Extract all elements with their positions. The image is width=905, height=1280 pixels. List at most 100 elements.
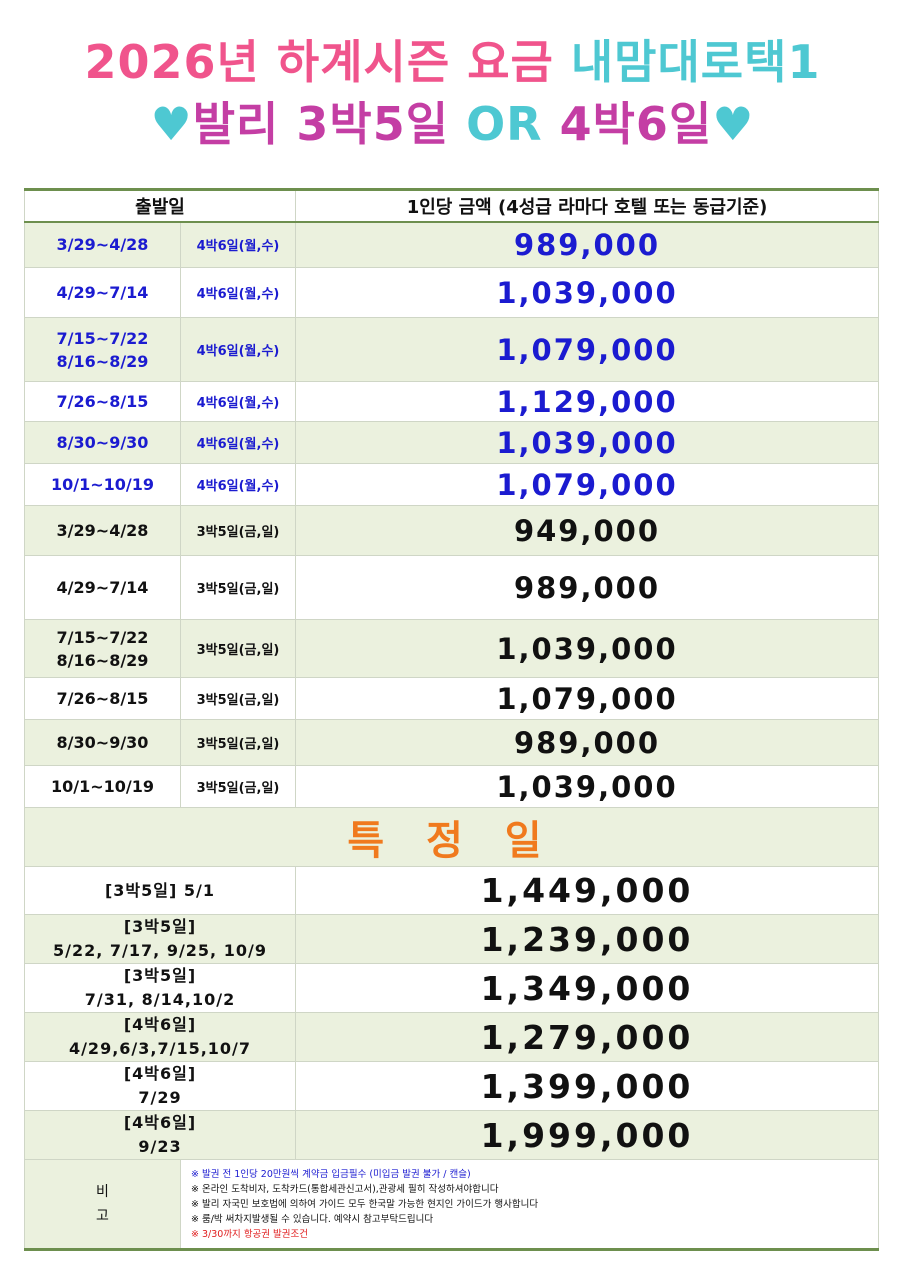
trip-duration: 4박6일(월,수) [180, 267, 296, 318]
trip-duration: 3박5일(금,일) [180, 555, 296, 620]
heart-icon-right: ♥ [712, 97, 755, 151]
departure-dates: 7/26~8/15 [24, 381, 181, 422]
special-date-line: 9/23 [138, 1137, 182, 1156]
trip-duration: 4박6일(월,수) [180, 421, 296, 464]
table-row: 7/26~8/15 3박5일(금,일) 1,079,000 [24, 677, 879, 720]
header-departure: 출발일 [24, 189, 296, 223]
special-date-line: [4박6일] [123, 1015, 197, 1034]
remark-item: ※ 3/30까지 항공권 발권조건 [191, 1228, 309, 1240]
special-row: [4박6일] 4/29,6/3,7/15,10/7 1,279,000 [24, 1012, 879, 1062]
departure-date: 3/29~4/28 [56, 235, 149, 255]
remark-item: ※ 발권 전 1인당 20만원씩 계약금 입금필수 (미입금 발권 불가 / 캔… [191, 1168, 471, 1180]
departure-date: 8/30~9/30 [56, 433, 149, 452]
price-per-person: 1,039,000 [295, 421, 879, 464]
departure-date: 10/1~10/19 [50, 475, 155, 494]
special-date-line: [3박5일] 5/1 [104, 880, 215, 900]
trip-duration: 3박5일(금,일) [180, 765, 296, 808]
table-row: 7/15~7/22 8/16~8/29 4박6일(월,수) 1,079,000 [24, 317, 879, 382]
departure-dates: 3/29~4/28 [24, 505, 181, 556]
price-per-person: 1,079,000 [295, 677, 879, 720]
remarks-label-2: 고 [96, 1208, 109, 1224]
trip-duration: 3박5일(금,일) [180, 677, 296, 720]
title-or: OR [466, 97, 543, 151]
departure-date: 4/29~7/14 [56, 283, 149, 302]
remark-item: ※ 룸/박 써차지발생될 수 있습니다. 예약시 참고부탁드립니다 [191, 1213, 434, 1225]
departure-date: 8/16~8/29 [56, 650, 149, 670]
special-price: 1,999,000 [295, 1110, 879, 1160]
price-per-person: 1,039,000 [295, 267, 879, 318]
remark-item: ※ 온라인 도착비자, 도착카드(통합세관신고서),관광세 필히 작성하셔야합니… [191, 1183, 499, 1195]
special-date-line: [3박5일] [123, 966, 197, 985]
departure-dates: 7/26~8/15 [24, 677, 181, 720]
title-option-b: 4박6일 [559, 97, 713, 151]
title-bali: 발리 [192, 97, 280, 151]
special-row: [4박6일] 7/29 1,399,000 [24, 1061, 879, 1111]
title-brand: 내맘대로택1 [570, 35, 821, 89]
departure-dates: 10/1~10/19 [24, 463, 181, 506]
special-dates: [4박6일] 7/29 [24, 1061, 296, 1111]
header-price: 1인당 금액 (4성급 라마다 호텔 또는 동급기준) [295, 189, 879, 223]
departure-date: 8/16~8/29 [56, 351, 149, 371]
trip-duration: 4박6일(월,수) [180, 463, 296, 506]
special-date-line: 7/29 [138, 1088, 182, 1107]
price-per-person: 989,000 [295, 221, 879, 268]
special-heading: 특 정 일 [24, 807, 879, 867]
trip-duration: 3박5일(금,일) [180, 505, 296, 556]
heart-icon-left: ♥ [150, 97, 193, 151]
special-section: 특 정 일 [24, 807, 879, 867]
title-season: 2026년 하계시즌 요금 [84, 35, 554, 89]
title-line-2: ♥발리 3박5일 OR 4박6일♥ [0, 96, 905, 152]
special-row: [3박5일] 7/31, 8/14,10/2 1,349,000 [24, 963, 879, 1013]
special-price: 1,239,000 [295, 914, 879, 964]
remark-item: ※ 발리 자국민 보호법에 의하여 가이드 모두 한국말 가능한 현지인 가이드… [191, 1198, 539, 1210]
trip-duration: 4박6일(월,수) [180, 317, 296, 382]
departure-dates: 4/29~7/14 [24, 555, 181, 620]
departure-dates: 8/30~9/30 [24, 421, 181, 464]
special-date-line: [3박5일] [123, 917, 197, 936]
table-row: 8/30~9/30 4박6일(월,수) 1,039,000 [24, 421, 879, 464]
price-per-person: 1,079,000 [295, 463, 879, 506]
special-dates: [4박6일] 4/29,6/3,7/15,10/7 [24, 1012, 296, 1062]
trip-duration: 3박5일(금,일) [180, 619, 296, 678]
special-dates: [4박6일] 9/23 [24, 1110, 296, 1160]
table-header-row: 출발일 1인당 금액 (4성급 라마다 호텔 또는 동급기준) [24, 189, 879, 223]
title-line-1: 2026년 하계시즌 요금 내맘대로택1 [0, 34, 905, 90]
price-per-person: 949,000 [295, 505, 879, 556]
table-row: 4/29~7/14 3박5일(금,일) 989,000 [24, 555, 879, 620]
price-per-person: 1,129,000 [295, 381, 879, 422]
table-row: 10/1~10/19 4박6일(월,수) 1,079,000 [24, 463, 879, 506]
price-per-person: 1,039,000 [295, 619, 879, 678]
trip-duration: 4박6일(월,수) [180, 221, 296, 268]
table-row: 7/15~7/22 8/16~8/29 3박5일(금,일) 1,039,000 [24, 619, 879, 678]
departure-dates: 8/30~9/30 [24, 719, 181, 766]
special-price: 1,399,000 [295, 1061, 879, 1111]
table-row: 4/29~7/14 4박6일(월,수) 1,039,000 [24, 267, 879, 318]
table-row: 3/29~4/28 4박6일(월,수) 989,000 [24, 221, 879, 268]
special-date-line: 4/29,6/3,7/15,10/7 [68, 1039, 252, 1058]
trip-duration: 3박5일(금,일) [180, 719, 296, 766]
special-row: [3박5일] 5/22, 7/17, 9/25, 10/9 1,239,000 [24, 914, 879, 964]
price-table: 출발일 1인당 금액 (4성급 라마다 호텔 또는 동급기준) 3/29~4/2… [24, 188, 879, 1251]
departure-date: 8/30~9/30 [56, 733, 149, 752]
special-price: 1,279,000 [295, 1012, 879, 1062]
special-date-line: 7/31, 8/14,10/2 [84, 990, 236, 1009]
special-dates: [3박5일] 5/22, 7/17, 9/25, 10/9 [24, 914, 296, 964]
departure-date: 3/29~4/28 [56, 521, 149, 540]
departure-dates: 7/15~7/22 8/16~8/29 [24, 317, 181, 382]
remarks-label-1: 비 [96, 1184, 109, 1200]
remarks-label: 비 고 [24, 1159, 181, 1250]
remarks-section: 비 고 ※ 발권 전 1인당 20만원씩 계약금 입금필수 (미입금 발권 불가… [24, 1159, 879, 1250]
price-per-person: 989,000 [295, 555, 879, 620]
departure-date: 7/15~7/22 [56, 328, 149, 348]
special-row: [3박5일] 5/1 1,449,000 [24, 866, 879, 915]
table-row: 3/29~4/28 3박5일(금,일) 949,000 [24, 505, 879, 556]
special-row: [4박6일] 9/23 1,999,000 [24, 1110, 879, 1160]
regular-rows: 3/29~4/28 4박6일(월,수) 989,000 4/29~7/14 4박6일(월… [24, 221, 879, 808]
special-price: 1,449,000 [295, 866, 879, 915]
departure-date: 4/29~7/14 [56, 578, 149, 597]
departure-date: 7/15~7/22 [56, 627, 149, 647]
special-date-line: [4박6일] [123, 1113, 197, 1132]
special-dates: [3박5일] 7/31, 8/14,10/2 [24, 963, 296, 1013]
departure-date: 7/26~8/15 [56, 689, 149, 708]
special-price: 1,349,000 [295, 963, 879, 1013]
